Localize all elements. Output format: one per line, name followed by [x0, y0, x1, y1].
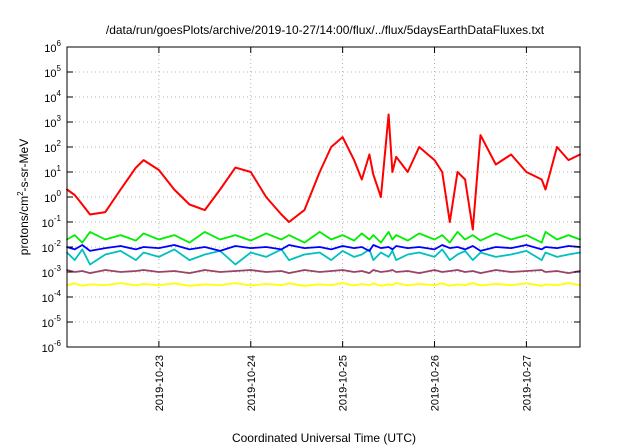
y-tick-base: 10 — [42, 343, 54, 355]
x-tick-label: 2019-10-24 — [246, 355, 258, 411]
chart-title: /data/run/goesPlots/archive/2019-10-27/1… — [106, 23, 545, 37]
x-tick-label: 2019-10-27 — [521, 355, 533, 411]
x-tick-label: 2019-10-26 — [430, 355, 442, 411]
y-axis-label-pre: protons/cm — [17, 196, 31, 255]
y-tick-base: 10 — [44, 168, 56, 180]
series-line-5 — [66, 282, 581, 287]
y-tick-label: 10-1 — [42, 214, 62, 230]
y-tick-label: 104 — [44, 89, 61, 105]
y-tick-exp: 0 — [57, 189, 62, 198]
y-tick-base: 10 — [42, 243, 54, 255]
y-tick-base: 10 — [42, 293, 54, 305]
y-tick-base: 10 — [44, 43, 56, 55]
y-tick-label: 10-5 — [42, 314, 62, 330]
series-group — [66, 113, 581, 287]
series-line-2 — [66, 230, 581, 244]
y-tick-base: 10 — [44, 143, 56, 155]
x-tick-label: 2019-10-23 — [154, 355, 166, 411]
y-tick-exp: 6 — [57, 39, 62, 48]
y-tick-exp: -6 — [54, 339, 62, 348]
y-tick-exp: -1 — [54, 214, 62, 223]
y-tick-label: 100 — [44, 189, 61, 205]
x-tick-label: 2019-10-25 — [338, 355, 350, 411]
y-tick-base: 10 — [44, 118, 56, 130]
y-tick-base: 10 — [44, 193, 56, 205]
series-line-1 — [66, 113, 581, 231]
y-tick-exp: 1 — [57, 164, 62, 173]
y-tick-exp: 2 — [57, 139, 62, 148]
y-tick-label: 10-6 — [42, 339, 62, 355]
x-axis-ticks: 2019-10-23 2019-10-24 2019-10-25 2019-10-26… — [154, 47, 533, 411]
y-axis-label: protons/cm2-s-sr-MeV — [16, 139, 31, 255]
y-tick-exp: 4 — [57, 89, 62, 98]
y-tick-exp: -5 — [54, 314, 62, 323]
y-axis-ticks: 10-610-510-410-310-210-11001011021031041… — [42, 39, 580, 355]
y-tick-label: 102 — [44, 139, 61, 155]
x-axis-label: Coordinated Universal Time (UTC) — [232, 431, 416, 445]
y-tick-base: 10 — [44, 93, 56, 105]
y-tick-exp: 5 — [57, 64, 62, 73]
y-tick-base: 10 — [44, 68, 56, 80]
y-tick-label: 105 — [44, 64, 61, 80]
series-line-4 — [66, 244, 581, 252]
y-tick-exp: -3 — [54, 264, 62, 273]
y-axis-label-post: -s-sr-MeV — [17, 139, 31, 192]
y-tick-exp: -2 — [54, 239, 62, 248]
y-axis-label-sup: 2 — [16, 191, 25, 196]
y-tick-exp: 3 — [57, 114, 62, 123]
y-tick-label: 101 — [44, 164, 61, 180]
series-line-6 — [66, 269, 581, 275]
y-tick-label: 103 — [44, 114, 61, 130]
y-tick-label: 10-2 — [42, 239, 62, 255]
grid — [67, 47, 580, 347]
y-tick-label: 10-3 — [42, 264, 62, 280]
y-tick-base: 10 — [42, 218, 54, 230]
y-tick-base: 10 — [42, 268, 54, 280]
y-tick-label: 10-4 — [42, 289, 62, 305]
y-tick-exp: -4 — [54, 289, 62, 298]
y-tick-base: 10 — [42, 318, 54, 330]
y-tick-label: 106 — [44, 39, 61, 55]
series-line-3 — [66, 248, 581, 266]
